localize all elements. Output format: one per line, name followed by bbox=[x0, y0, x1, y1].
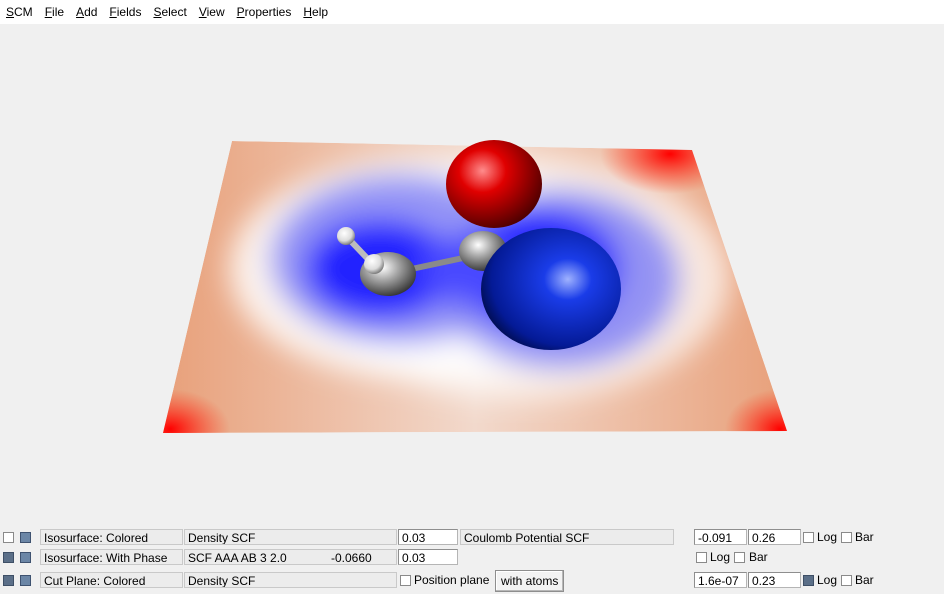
bar-checkbox[interactable] bbox=[734, 552, 745, 563]
field-selector[interactable]: Density SCF bbox=[184, 572, 397, 588]
isovalue-input[interactable]: 0.03 bbox=[398, 529, 458, 545]
field-row-cut-plane: Cut Plane: Colored Density SCF Position … bbox=[0, 570, 944, 592]
log-checkbox[interactable] bbox=[803, 532, 814, 543]
type-selector[interactable]: Isosurface: Colored bbox=[40, 529, 183, 545]
3d-viewport[interactable] bbox=[0, 24, 944, 524]
range-max-input[interactable]: 0.26 bbox=[748, 529, 801, 545]
field-name: SCF AAA AB 3 2.0 bbox=[188, 551, 287, 565]
log-checkbox[interactable] bbox=[696, 552, 707, 563]
field-row-isosurface-phase: Isosurface: With Phase SCF AAA AB 3 2.0 … bbox=[0, 548, 944, 568]
menu-file[interactable]: File bbox=[44, 5, 65, 19]
hydrogen-atom-1 bbox=[337, 227, 355, 245]
position-plane-checkbox[interactable] bbox=[400, 575, 411, 586]
field-value: -0.0660 bbox=[331, 551, 372, 565]
blue-orbital-lobe bbox=[481, 228, 621, 350]
field-selector[interactable]: Density SCF bbox=[184, 529, 397, 545]
color-swatch[interactable] bbox=[20, 532, 31, 543]
field-control-panel: Isosurface: Colored Density SCF 0.03 Cou… bbox=[0, 526, 944, 594]
log-label: Log bbox=[710, 550, 731, 564]
menu-properties[interactable]: Properties bbox=[236, 5, 292, 19]
color-field-selector[interactable]: Coulomb Potential SCF bbox=[460, 529, 674, 545]
menu-select[interactable]: Select bbox=[153, 5, 187, 19]
visibility-checkbox[interactable] bbox=[3, 532, 14, 543]
bar-label: Bar bbox=[855, 530, 874, 544]
type-selector[interactable]: Isosurface: With Phase bbox=[40, 549, 183, 565]
log-checkbox[interactable] bbox=[803, 575, 814, 586]
field-selector[interactable]: SCF AAA AB 3 2.0 -0.0660 bbox=[184, 549, 397, 565]
color-swatch[interactable] bbox=[20, 575, 31, 586]
menu-bar: SCM File Add Fields Select View Properti… bbox=[0, 0, 944, 24]
bar-label: Bar bbox=[855, 573, 874, 587]
hydrogen-atom-2 bbox=[364, 254, 384, 274]
red-orbital-lobe bbox=[446, 140, 542, 228]
bar-checkbox[interactable] bbox=[841, 532, 852, 543]
with-atoms-button[interactable]: with atoms bbox=[495, 570, 565, 592]
log-label: Log bbox=[817, 530, 838, 544]
visibility-checkbox[interactable] bbox=[3, 552, 14, 563]
position-plane-label: Position plane bbox=[414, 573, 490, 587]
menu-view[interactable]: View bbox=[198, 5, 225, 19]
molecule-scene bbox=[163, 140, 787, 433]
menu-fields[interactable]: Fields bbox=[109, 5, 142, 19]
range-max-input[interactable]: 0.23 bbox=[748, 572, 801, 588]
visibility-checkbox[interactable] bbox=[3, 575, 14, 586]
isovalue-input[interactable]: 0.03 bbox=[398, 549, 458, 565]
menu-add[interactable]: Add bbox=[76, 5, 98, 19]
log-label: Log bbox=[817, 573, 838, 587]
color-swatch[interactable] bbox=[20, 552, 31, 563]
bar-label: Bar bbox=[749, 550, 768, 564]
bar-checkbox[interactable] bbox=[841, 575, 852, 586]
range-min-input[interactable]: -0.091 bbox=[694, 529, 747, 545]
field-row-isosurface-colored: Isosurface: Colored Density SCF 0.03 Cou… bbox=[0, 528, 944, 548]
type-selector[interactable]: Cut Plane: Colored bbox=[40, 572, 183, 588]
menu-scm[interactable]: SCM bbox=[6, 5, 33, 19]
menu-help[interactable]: Help bbox=[303, 5, 329, 19]
range-min-input[interactable]: 1.6e-07 bbox=[694, 572, 747, 588]
